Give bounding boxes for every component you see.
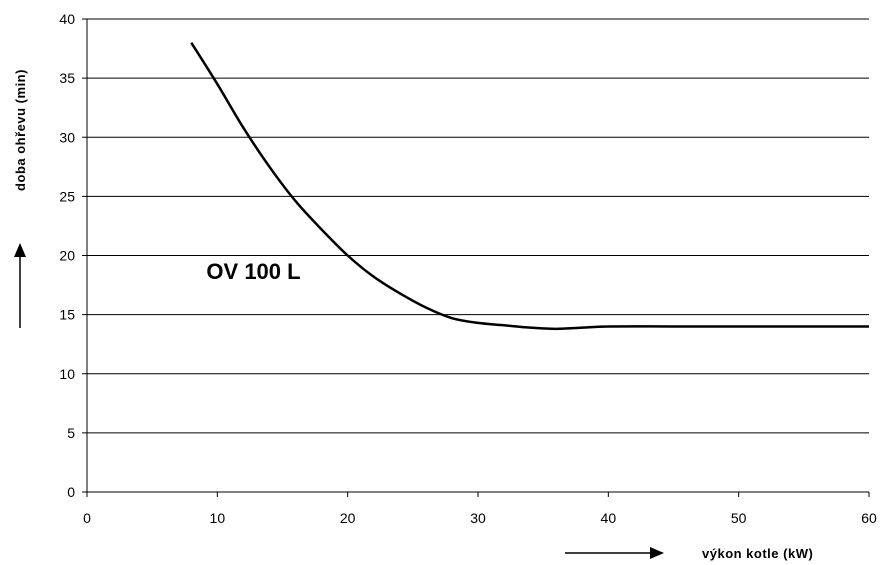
x-tick-label: 50 <box>731 510 747 526</box>
y-axis-arrow <box>14 243 26 328</box>
series-line <box>190 41 869 331</box>
y-tick-label: 10 <box>59 366 75 382</box>
x-tick-label: 20 <box>340 510 356 526</box>
y-tick-label: 25 <box>59 188 75 204</box>
x-axis-title: výkon kotle (kW) <box>702 546 813 561</box>
y-axis-title: doba ohřevu (min) <box>13 69 28 191</box>
x-tick-label: 0 <box>83 510 91 526</box>
x-tick-label: 30 <box>470 510 486 526</box>
series-annotation: OV 100 L <box>206 259 300 284</box>
series-group <box>190 41 869 331</box>
x-tick-label: 60 <box>861 510 877 526</box>
axes <box>82 18 870 497</box>
grid-lines <box>87 18 869 434</box>
y-tick-label: 20 <box>59 248 75 264</box>
y-tick-label: 30 <box>59 129 75 145</box>
x-axis-arrow <box>565 547 664 559</box>
y-tick-label: 15 <box>59 307 75 323</box>
y-tick-label: 5 <box>67 425 75 441</box>
x-tick-label: 10 <box>210 510 226 526</box>
x-tick-label: 40 <box>601 510 617 526</box>
y-tick-label: 0 <box>67 484 75 500</box>
y-tick-label: 35 <box>59 70 75 86</box>
x-tick-labels: 0 10 20 30 40 50 60 <box>83 510 877 526</box>
y-tick-labels: 0 5 10 15 20 25 30 35 40 <box>59 11 75 500</box>
y-tick-label: 40 <box>59 11 75 27</box>
